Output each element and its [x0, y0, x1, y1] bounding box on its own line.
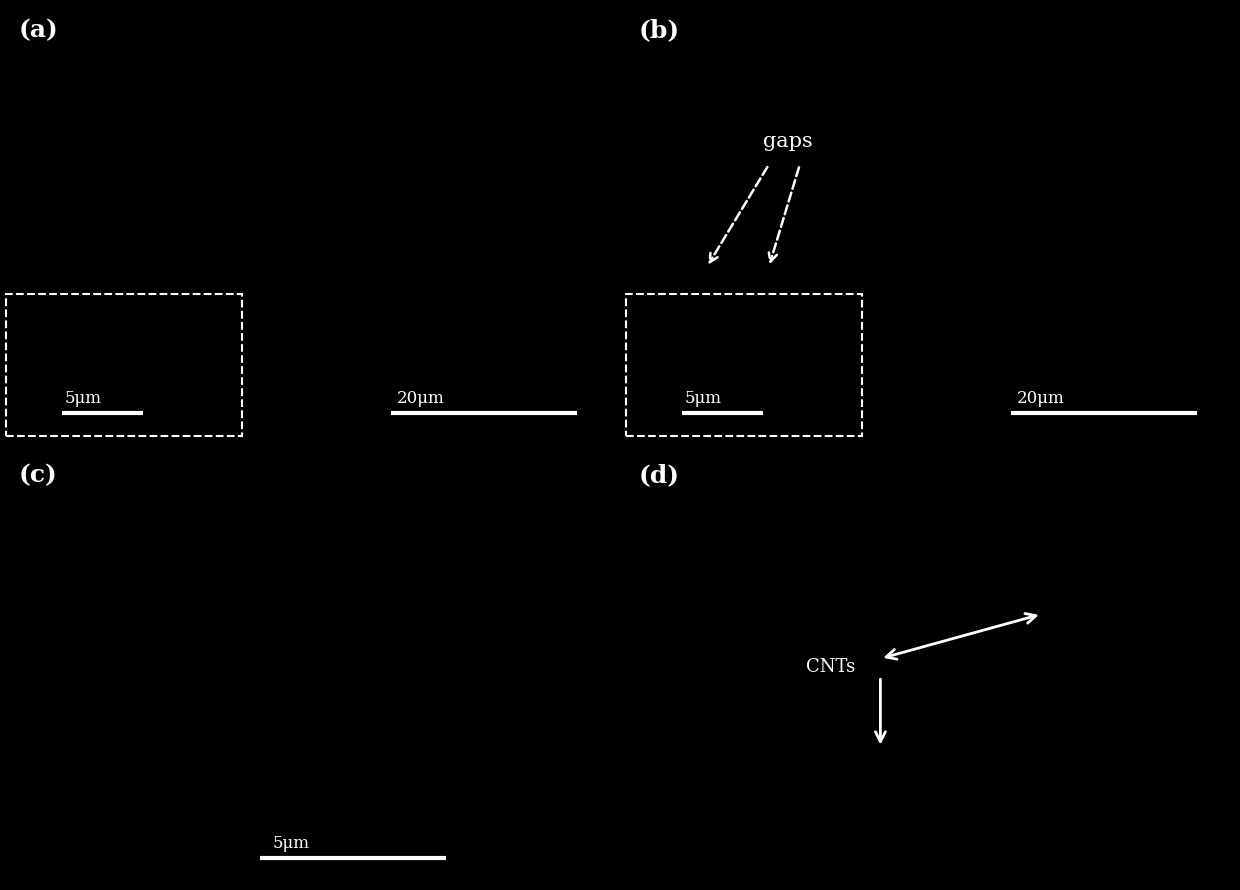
Bar: [626, 294, 862, 436]
Bar: [6, 294, 242, 436]
Text: CNTs: CNTs: [806, 659, 856, 676]
Text: 5μm: 5μm: [684, 390, 722, 408]
Text: (a): (a): [19, 18, 58, 42]
Text: (b): (b): [639, 18, 680, 42]
Text: 5μm: 5μm: [273, 835, 310, 853]
Text: gaps: gaps: [763, 133, 812, 151]
Text: 20μm: 20μm: [1017, 390, 1065, 408]
Text: 5μm: 5μm: [64, 390, 102, 408]
Text: (d): (d): [639, 463, 680, 487]
Text: 20μm: 20μm: [397, 390, 445, 408]
Text: (c): (c): [19, 463, 57, 487]
